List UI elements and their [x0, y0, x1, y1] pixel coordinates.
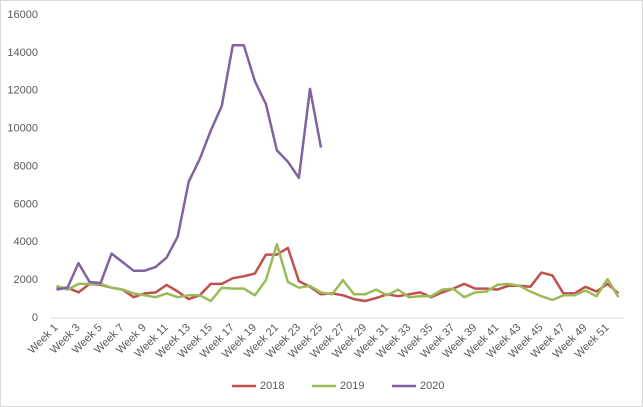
legend-label: 2018	[260, 380, 284, 392]
legend-label: 2020	[420, 380, 444, 392]
y-tick-label: 8000	[14, 160, 38, 172]
y-tick-label: 14000	[7, 47, 38, 59]
legend-label: 2019	[340, 380, 364, 392]
line-series	[56, 44, 323, 291]
y-tick-label: 0	[32, 312, 38, 324]
y-tick-label: 4000	[14, 236, 38, 248]
y-tick-label: 2000	[14, 274, 38, 286]
line-series	[56, 242, 620, 303]
line-series	[56, 246, 620, 303]
y-tick-label: 10000	[7, 123, 38, 135]
y-tick-label: 16000	[7, 9, 38, 21]
y-tick-label: 6000	[14, 198, 38, 210]
y-tick-label: 12000	[7, 85, 38, 97]
